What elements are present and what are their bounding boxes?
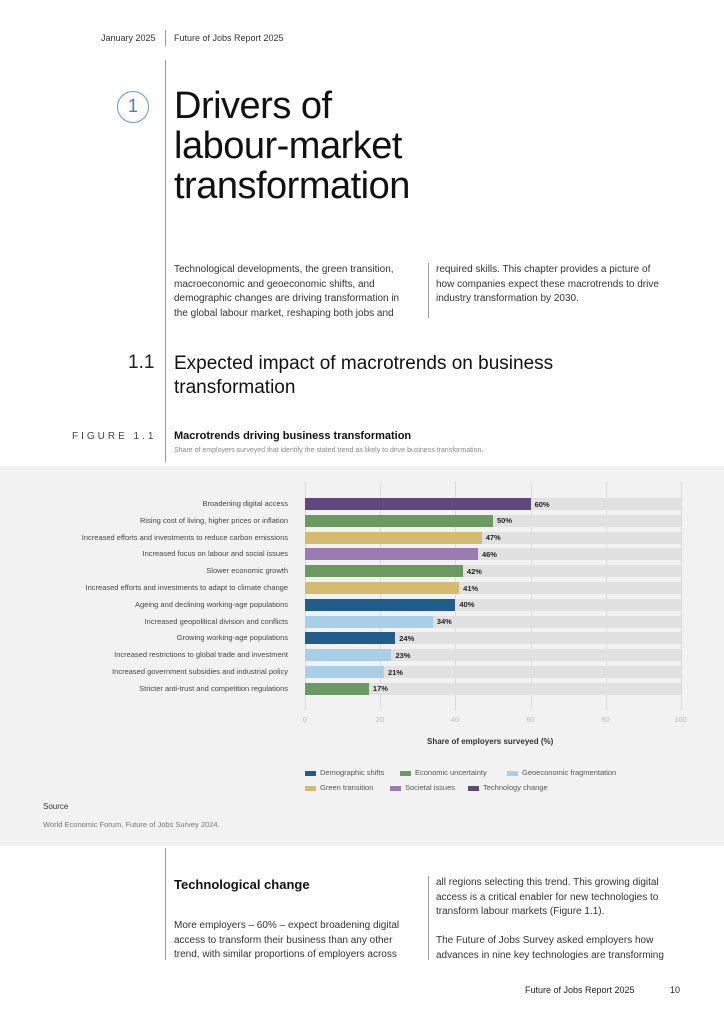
header-report-title: Future of Jobs Report 2025 [174,33,284,43]
subsection-heading: Technological change [174,877,310,892]
section-number: 1.1 [128,352,155,373]
chapter-title-line: Drivers of [174,85,332,127]
legend-swatch [400,770,411,776]
legend-item: Technology change [468,783,548,792]
legend-swatch [390,785,401,791]
legend-swatch [305,785,316,791]
header-divider [165,30,166,46]
text-line: all regions selecting this trend. This g… [436,877,659,888]
legend-label: Demographic shifts [320,768,385,777]
text-line: access to transform their business than … [174,934,393,946]
tech-column-2: all regions selecting this trend. This g… [436,876,681,963]
figure-title: Macrotrends driving business transformat… [174,430,412,442]
footer-report-title: Future of Jobs Report 2025 [525,985,635,995]
intro-column-1: Technological developments, the green tr… [174,263,419,321]
legend-label: Green transition [320,783,374,792]
text-line: trend, with similar proportions of emplo… [174,949,397,960]
text-line [436,920,681,935]
intro-column-2: required skills. This chapter provides a… [436,263,681,307]
text-line: More employers – 60% – expect broadening… [174,920,400,931]
legend-item: Societal issues [390,783,455,792]
column-divider [428,263,429,318]
legend-swatch [468,785,479,791]
legend-label: Technology change [483,783,548,792]
header-date: January 2025 [101,33,156,43]
column-divider [428,876,429,960]
legend-item: Geoeconomic fragmentation [507,768,616,777]
figure-subtitle: Share of employers surveyed that identif… [174,447,484,454]
chapter-title: Drivers of labour-market transformation [174,86,494,206]
text-line: required skills. This chapter provides a… [436,264,651,275]
text-line: Technological developments, the green tr… [174,264,394,275]
legend-label: Societal issues [405,783,456,792]
legend-swatch [305,770,316,776]
text-line: how companies expect these macrotrends t… [436,278,659,290]
chapter-title-line: transformation [174,165,410,207]
section-title-line: transformation [174,377,296,398]
tech-column-1: More employers – 60% – expect broadening… [174,919,419,963]
text-line: macroeconomic and geoeconomic shifts, an… [174,278,375,290]
section-title-line: Expected impact of macrotrends on busine… [174,353,554,374]
text-line: industry transformation by 2030. [436,293,579,304]
legend-label: Geoeconomic fragmentation [522,768,617,777]
section-title: Expected impact of macrotrends on busine… [174,352,654,400]
legend-item: Green transition [305,783,373,792]
chapter-number-badge: 1 [117,91,149,123]
x-axis-label: Share of employers surveyed (%) [427,737,554,746]
legend-label: Economic uncertainty [415,768,487,777]
legend-item: Economic uncertainty [400,768,487,777]
text-line: The Future of Jobs Survey asked employer… [436,935,654,946]
text-line: access is a critical enabler for new tec… [436,891,659,903]
source-text: World Economic Forum, Future of Jobs Sur… [43,820,220,829]
page-rule-upper [165,60,166,462]
source-label: Source [43,802,69,811]
page-rule-lower [165,848,166,960]
chapter-title-line: labour-market [174,125,402,167]
figure-label: FIGURE 1.1 [72,431,157,442]
legend-item: Demographic shifts [305,768,384,777]
text-line: transform labour markets (Figure 1.1). [436,906,605,917]
page-number: 10 [670,985,681,995]
text-line: the global labour market, reshaping both… [174,307,394,319]
legend-swatch [507,770,518,776]
text-line: advances in nine key technologies are tr… [436,949,664,961]
text-line: demographic changes are driving transfor… [174,293,400,304]
